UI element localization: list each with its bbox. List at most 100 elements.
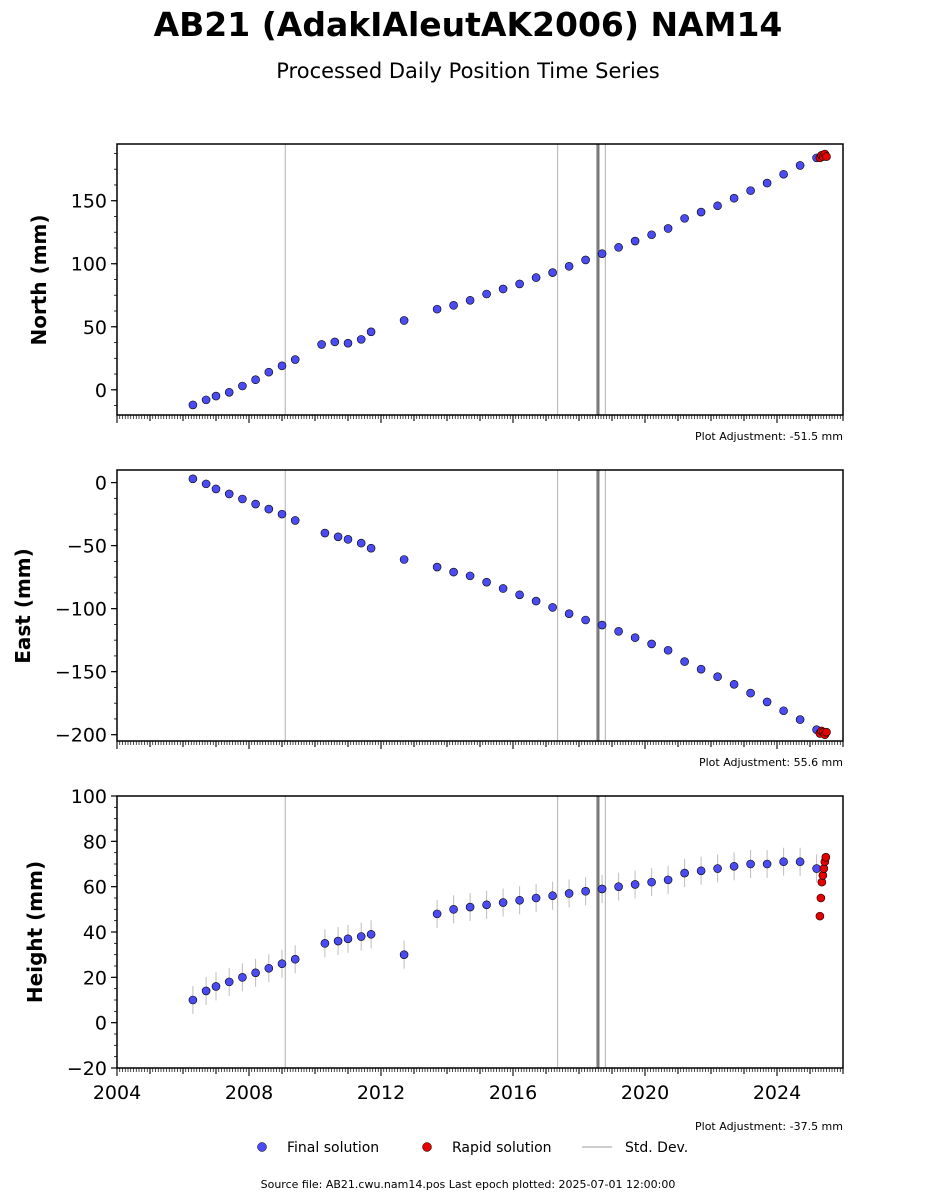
east-final-point (264, 504, 274, 514)
east-plot-frame (116, 469, 844, 742)
east-y-ticks: 0 −50 −100 −150 −200 (55, 473, 117, 747)
height-final-point (779, 857, 788, 867)
height-y-tick-label: −20 (67, 1058, 107, 1080)
north-final-point (264, 367, 274, 377)
height-final-point (356, 932, 366, 941)
north-y-ticks: 0 50 100 150 (71, 153, 117, 406)
legend-std-label: Std. Dev. (625, 1140, 688, 1156)
east-rapid-point (822, 727, 831, 737)
height-x-tick-label: 2024 (753, 1082, 801, 1104)
height-final-point (647, 877, 656, 887)
height-final-point (343, 934, 353, 944)
legend: Final solution Rapid solution Std. Dev. (257, 1140, 688, 1156)
height-y-axis-label: Height (mm) (23, 861, 47, 1003)
north-plot-adjustment: Plot Adjustment: -51.5 mm (695, 430, 843, 443)
east-final-point (630, 633, 640, 642)
north-y-tick-label: 100 (71, 254, 107, 276)
north-final-point (277, 361, 287, 371)
north-final-point (432, 304, 442, 314)
height-final-point (713, 864, 722, 873)
height-y-tick-label: 40 (83, 922, 107, 944)
height-y-tick-label: 80 (83, 831, 107, 853)
north-final-point (515, 279, 524, 289)
east-final-point (320, 528, 330, 538)
east-y-tick-label: −100 (55, 599, 107, 621)
north-final-point (366, 327, 376, 337)
east-final-point (581, 615, 590, 625)
north-final-point (581, 255, 590, 265)
legend-rapid-marker (422, 1142, 432, 1152)
east-final-point (746, 688, 755, 698)
height-final-point (188, 995, 198, 1005)
north-final-point (531, 273, 541, 282)
east-final-point (449, 567, 458, 577)
east-final-point (290, 516, 300, 525)
east-final-point (696, 664, 706, 674)
east-final-point (356, 538, 366, 548)
north-final-point (680, 214, 689, 223)
height-final-point (224, 977, 234, 987)
height-rapid-point (821, 852, 831, 862)
height-final-point (333, 936, 343, 946)
north-data-marks (188, 144, 831, 415)
north-final-point (630, 236, 640, 246)
east-final-point (795, 715, 805, 724)
height-final-point (201, 986, 211, 996)
north-final-point (746, 186, 755, 195)
height-final-point (465, 902, 475, 912)
east-final-point (238, 494, 247, 504)
north-final-point (238, 381, 247, 391)
east-x-ticks (116, 741, 844, 749)
height-y-tick-label: 100 (71, 786, 107, 808)
height-rapid-point (816, 893, 826, 903)
height-plot-frame (116, 795, 844, 1069)
legend-final-marker (257, 1142, 267, 1152)
north-final-point (482, 289, 491, 299)
height-rapid-point (815, 911, 825, 921)
north-x-ticks (116, 415, 844, 423)
north-final-point (762, 178, 772, 188)
height-final-point (795, 857, 805, 867)
east-final-point (188, 474, 198, 484)
height-y-tick-label: 20 (83, 967, 107, 989)
east-final-point (366, 543, 376, 553)
east-final-point (531, 596, 541, 606)
height-y-tick-label: 0 (95, 1013, 107, 1035)
height-final-point (264, 963, 274, 973)
east-y-tick-label: −200 (55, 725, 107, 747)
height-final-point (746, 859, 755, 869)
north-final-point (564, 261, 574, 271)
height-final-point (812, 864, 821, 873)
east-y-axis-label: East (mm) (11, 548, 35, 664)
north-final-point (343, 338, 353, 348)
east-final-point (343, 535, 353, 544)
east-final-point (779, 706, 788, 716)
height-final-point (399, 950, 409, 959)
north-final-point (465, 295, 475, 305)
source-footer: Source file: AB21.cwu.nam14.pos Last epo… (261, 1178, 676, 1191)
east-y-tick-label: −50 (67, 536, 107, 558)
north-y-axis-label: North (mm) (27, 214, 51, 345)
height-final-point (762, 859, 772, 869)
north-final-point (290, 355, 300, 364)
east-final-point (498, 584, 508, 593)
height-final-point (663, 875, 673, 885)
height-final-point (515, 895, 524, 905)
chart-subtitle: Processed Daily Position Time Series (276, 59, 660, 83)
height-x-tick-label: 2012 (357, 1082, 405, 1104)
panel-north: 0 50 100 150 North (mm) Plot Adjustment: -5… (27, 143, 844, 443)
height-x-tick-label: 2020 (621, 1082, 669, 1104)
north-final-point (779, 169, 788, 179)
north-final-point (399, 316, 409, 325)
height-final-point (614, 882, 623, 891)
north-final-point (647, 230, 656, 240)
height-final-point (482, 900, 491, 910)
north-final-point (224, 388, 234, 397)
east-final-point (211, 484, 221, 494)
east-final-point (647, 639, 656, 649)
north-y-tick-label: 50 (83, 317, 107, 339)
east-final-point (762, 697, 772, 707)
north-plot-frame (116, 143, 844, 416)
north-final-point (498, 284, 508, 294)
